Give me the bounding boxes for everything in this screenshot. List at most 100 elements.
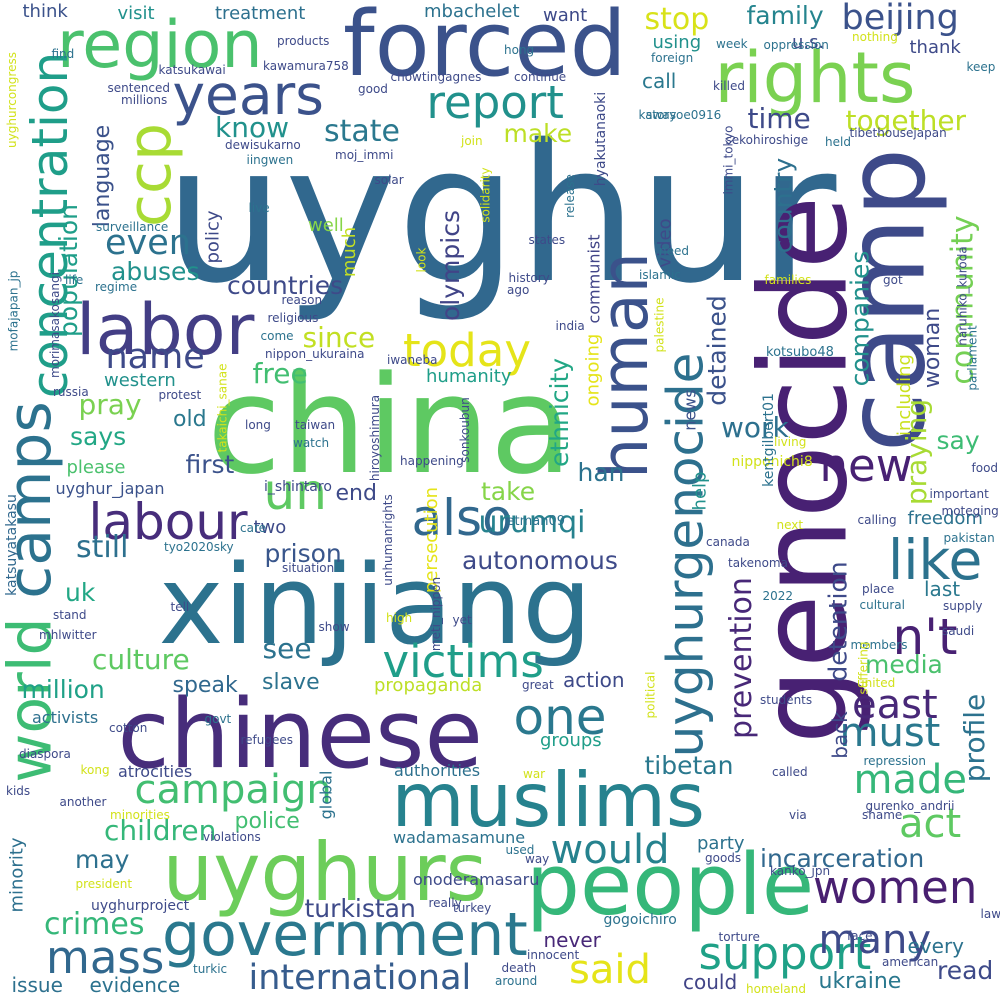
word-morimasakosangi: morimasakosangi xyxy=(47,272,62,378)
word-must: must xyxy=(839,710,941,756)
word-stand: stand xyxy=(53,608,87,622)
word-regime: regime xyxy=(95,280,138,294)
word-katsuyatakasu: katsuyatakasu xyxy=(3,494,20,596)
word-repression: repression xyxy=(863,754,927,768)
word-hong: hong xyxy=(504,43,535,57)
word-hiroyoshimura: hiroyoshimura xyxy=(368,394,383,482)
word-atrocities: atrocities xyxy=(118,762,193,781)
word-cotton: cotton xyxy=(109,721,148,735)
word-may: may xyxy=(75,844,130,874)
word-week: week xyxy=(716,37,748,51)
word-war: war xyxy=(523,767,546,781)
word-autonomous: autonomous xyxy=(462,545,618,575)
word-never: never xyxy=(543,928,601,952)
word-make: make xyxy=(503,118,573,148)
word-million: million xyxy=(21,674,105,704)
word-muslims: muslims xyxy=(391,755,705,844)
word-foreign: foreign xyxy=(651,51,694,65)
word-katsukawai: katsukawai xyxy=(158,63,226,77)
word-face: face xyxy=(847,929,873,943)
word-family: family xyxy=(746,0,824,30)
word-islamic: islamic xyxy=(639,268,681,282)
word-minority: minority xyxy=(6,837,28,913)
word-back: back xyxy=(827,711,852,759)
word-iwaneba: iwaneba xyxy=(387,353,438,367)
word-nippon-ukuraina: nippon_ukuraina xyxy=(265,347,365,361)
word-nipponichi8: nipponichi8 xyxy=(731,454,813,470)
word-freedom: freedom xyxy=(907,508,983,529)
word-death: death xyxy=(501,961,537,975)
word-still: still xyxy=(76,530,129,565)
word-uyghur: uyghur xyxy=(164,104,837,325)
word-high: high xyxy=(386,611,413,625)
word-country: country xyxy=(768,157,798,253)
word-students: students xyxy=(760,693,813,707)
word-american: american xyxy=(882,955,939,969)
word-i-shintaro: i_shintaro xyxy=(264,479,332,495)
word-rights: rights xyxy=(714,37,916,119)
word-know: know xyxy=(215,111,289,144)
word-kanko-jpn: kanko_jpn xyxy=(770,864,831,878)
word-n-t: n't xyxy=(892,608,958,666)
word-countries: countries xyxy=(227,270,344,300)
word-using: using xyxy=(652,32,702,53)
word-communist: communist xyxy=(584,234,604,324)
word-sentenced: sentenced xyxy=(107,81,171,95)
word-another: another xyxy=(59,795,107,809)
word-chinese: chinese xyxy=(117,679,483,790)
word-gurenko-andrii: gurenko_andrii xyxy=(865,799,955,813)
word-treatment: treatment xyxy=(215,3,306,24)
word-solidarity: solidarity xyxy=(478,167,493,223)
word-saudi: saudi xyxy=(942,624,975,638)
word-say: say xyxy=(936,425,980,455)
word-release: release xyxy=(562,174,577,218)
word-old: old xyxy=(173,407,207,432)
word-tibetan: tibetan xyxy=(644,750,734,780)
word-women: women xyxy=(813,860,978,914)
word-long: long xyxy=(245,418,271,432)
word-around: around xyxy=(495,974,538,988)
word-new: new xyxy=(819,438,913,492)
word-first: first xyxy=(185,449,235,479)
word-got: got xyxy=(883,273,903,287)
word-name: name xyxy=(105,336,205,377)
word-president: president xyxy=(75,877,133,891)
word-food: food xyxy=(971,461,999,475)
word-tyo2020sky: tyo2020sky xyxy=(164,540,234,554)
word-even: even xyxy=(105,222,191,263)
word-minorities: minorities xyxy=(110,808,170,822)
word-western: western xyxy=(104,370,176,391)
word-slave: slave xyxy=(262,670,320,695)
word-xinjiang: xinjiang xyxy=(158,541,592,669)
word-end: end xyxy=(335,481,377,506)
word-together: together xyxy=(845,104,967,137)
word-sekohiroshige: sekohiroshige xyxy=(725,133,809,147)
word-humanity: humanity xyxy=(426,366,512,387)
word-call: call xyxy=(642,69,677,93)
word-calling: calling xyxy=(857,513,897,527)
word-today: today xyxy=(403,323,531,377)
word-see: see xyxy=(262,632,312,665)
word-states: states xyxy=(528,233,566,247)
word-every: every xyxy=(907,934,965,958)
word-take: take xyxy=(481,476,536,506)
word-ago: ago xyxy=(507,283,530,297)
word-han: han xyxy=(577,457,625,487)
word-police: police xyxy=(234,809,300,834)
word-takenoma: takenoma xyxy=(728,556,788,570)
word-oppression: oppression xyxy=(763,38,829,52)
word-says: says xyxy=(70,421,127,451)
word-takaichi-sanae: takaichi_sanae xyxy=(214,363,229,453)
word-want: want xyxy=(543,5,588,26)
word-incarceration: incarceration xyxy=(760,843,925,873)
word-groups: groups xyxy=(540,730,602,751)
word-uyghurcongress: uyghurcongress xyxy=(4,52,19,148)
word-millions: millions xyxy=(121,93,168,107)
word-people: people xyxy=(526,835,815,935)
word-watch: watch xyxy=(293,436,330,450)
word-pray: pray xyxy=(78,388,142,421)
word-forced: forced xyxy=(343,0,627,97)
word-find: find xyxy=(51,47,75,61)
word-speak: speak xyxy=(172,673,238,698)
